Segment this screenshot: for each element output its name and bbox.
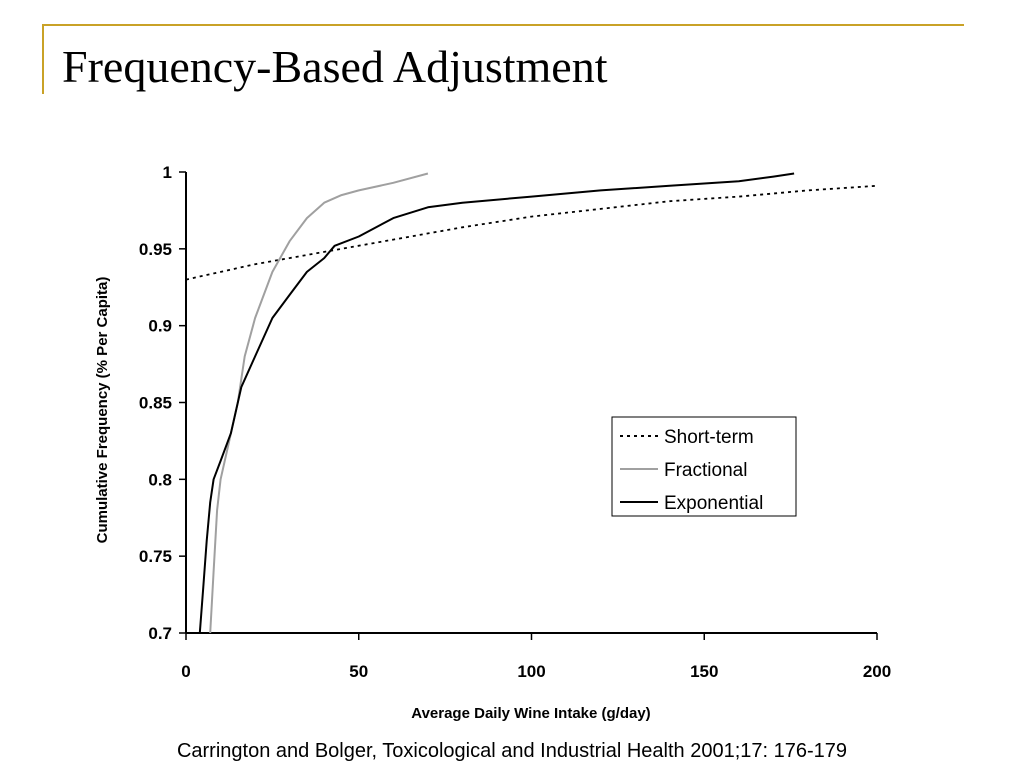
x-tick-label: 100 <box>517 662 545 681</box>
legend-box <box>611 416 797 517</box>
title-rule-horizontal <box>42 24 964 26</box>
slide-title: Frequency-Based Adjustment <box>62 41 608 92</box>
series-line-exponential <box>198 172 795 634</box>
x-tick-label: 200 <box>863 662 891 681</box>
y-tick-label: 0.95 <box>139 240 172 259</box>
y-tick-label: 0.85 <box>139 394 172 413</box>
series-line-short-term <box>185 184 878 281</box>
x-tick-label: 50 <box>349 662 368 681</box>
y-tick-label: 0.8 <box>148 470 172 489</box>
x-axis-label: Average Daily Wine Intake (g/day) <box>411 705 650 722</box>
series-lines <box>185 172 878 634</box>
x-tick-label: 0 <box>181 662 190 681</box>
legend-label-exponential: Exponential <box>664 493 763 514</box>
y-tick-label: 1 <box>163 163 172 182</box>
axes: 0.7 0.75 0.8 0.85 0.9 0.95 1 0 50 100 150 200 <box>139 163 891 681</box>
legend-label-short-term: Short-term <box>664 427 754 448</box>
legend-label-fractional: Fractional <box>664 460 747 481</box>
legend: Short-term Fractional Exponential <box>611 416 797 517</box>
x-tick-label: 150 <box>690 662 718 681</box>
series-line-fractional <box>209 172 429 634</box>
title-rule-vertical <box>42 24 44 94</box>
y-axis-label: Cumulative Frequency (% Per Capita) <box>94 277 111 544</box>
citation: Carrington and Bolger, Toxicological and… <box>176 740 848 762</box>
y-tick-label: 0.9 <box>148 317 172 336</box>
y-tick-label: 0.7 <box>148 624 172 643</box>
y-tick-label: 0.75 <box>139 547 172 566</box>
